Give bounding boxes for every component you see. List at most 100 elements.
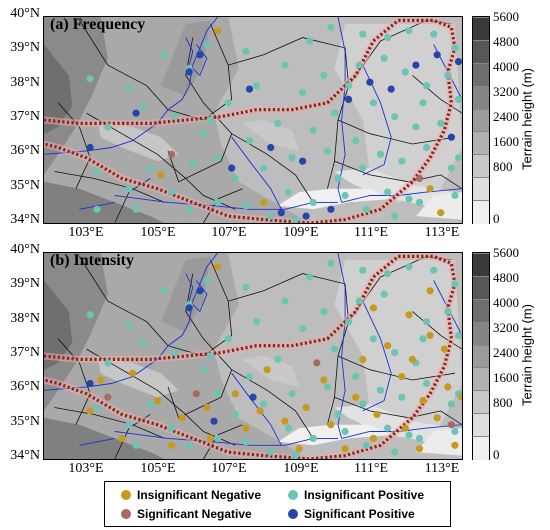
terrain-layer bbox=[44, 253, 108, 411]
legend-dot bbox=[288, 490, 298, 500]
terrain-layer bbox=[334, 404, 455, 446]
station-insignificant-positive bbox=[86, 311, 94, 319]
station-insignificant-negative bbox=[206, 434, 215, 442]
station-insignificant-positive bbox=[391, 113, 399, 121]
station-insignificant-positive bbox=[306, 37, 314, 45]
terrain-layer bbox=[44, 280, 73, 370]
station-insignificant-positive bbox=[171, 113, 179, 121]
station-insignificant-positive bbox=[93, 403, 101, 412]
station-insignificant-positive bbox=[189, 161, 197, 169]
station-insignificant-negative bbox=[451, 441, 459, 449]
station-insignificant-positive bbox=[341, 427, 349, 436]
station-insignificant-positive bbox=[451, 280, 459, 288]
province-border bbox=[79, 256, 233, 357]
station-insignificant-positive bbox=[167, 188, 176, 196]
station-insignificant-negative bbox=[129, 369, 137, 377]
station-insignificant-positive bbox=[384, 34, 392, 42]
colorbar-segment bbox=[473, 436, 489, 460]
station-insignificant-negative bbox=[214, 263, 222, 271]
station-insignificant-positive bbox=[306, 273, 314, 281]
station-insignificant-positive bbox=[384, 424, 392, 432]
x-tick-label: 113°E bbox=[424, 225, 460, 240]
station-insignificant-negative bbox=[231, 390, 239, 398]
station-insignificant-positive bbox=[171, 349, 179, 357]
station-insignificant-positive bbox=[320, 307, 328, 315]
station-insignificant-negative bbox=[341, 445, 349, 453]
station-insignificant-negative bbox=[97, 376, 105, 384]
station-insignificant-negative bbox=[153, 397, 161, 405]
legend-dot bbox=[121, 509, 131, 519]
station-insignificant-negative bbox=[86, 407, 94, 415]
station-insignificant-positive bbox=[245, 373, 254, 381]
station-insignificant-positive bbox=[398, 157, 406, 165]
station-significant-positive bbox=[210, 417, 218, 425]
colorbar-segment bbox=[473, 367, 489, 392]
station-insignificant-positive bbox=[203, 40, 211, 49]
station-insignificant-positive bbox=[260, 164, 268, 172]
colorbar-segment bbox=[473, 39, 489, 64]
station-insignificant-negative bbox=[426, 331, 434, 339]
station-insignificant-positive bbox=[376, 386, 385, 394]
station-insignificant-negative bbox=[440, 345, 448, 353]
station-insignificant-negative bbox=[405, 311, 413, 319]
frequency-panel: 40°N 39°N 38°N 37°N 36°N 35°N 34°N (a) F… bbox=[0, 0, 550, 250]
station-insignificant-positive bbox=[93, 205, 101, 213]
terrain-layer bbox=[160, 256, 211, 332]
station-insignificant-positive bbox=[309, 126, 317, 134]
station-insignificant-positive bbox=[125, 185, 133, 193]
station-insignificant-positive bbox=[380, 290, 388, 298]
province-border bbox=[86, 112, 236, 210]
y-tick-label: 39°N bbox=[10, 276, 40, 291]
y-tick-label: 39°N bbox=[10, 40, 40, 55]
province-border bbox=[54, 407, 165, 439]
terrain-layer bbox=[44, 17, 108, 175]
province-border bbox=[54, 171, 165, 203]
colorbar bbox=[472, 16, 490, 224]
legend: Insignificant Negative Insignificant Pos… bbox=[104, 481, 451, 527]
station-insignificant-positive bbox=[199, 130, 207, 138]
station-insignificant-positive bbox=[384, 188, 392, 196]
station-insignificant-positive bbox=[281, 297, 289, 305]
station-insignificant-positive bbox=[352, 373, 360, 381]
station-insignificant-positive bbox=[206, 352, 215, 360]
station-insignificant-positive bbox=[160, 51, 168, 59]
station-insignificant-negative bbox=[369, 434, 377, 442]
station-insignificant-negative bbox=[320, 376, 328, 384]
station-insignificant-positive bbox=[146, 164, 154, 172]
station-insignificant-positive bbox=[323, 383, 331, 391]
colorbar-label: Terrain height (m) bbox=[519, 68, 535, 170]
station-insignificant-positive bbox=[415, 434, 424, 442]
y-tick-label: 34°N bbox=[10, 212, 40, 227]
station-insignificant-positive bbox=[139, 102, 147, 110]
legend-label: Insignificant Positive bbox=[304, 488, 425, 502]
station-insignificant-negative bbox=[256, 407, 264, 415]
station-insignificant-negative bbox=[118, 434, 126, 442]
colorbar-segment bbox=[473, 108, 489, 133]
province-border bbox=[228, 37, 350, 189]
colorbar-tick: 0 bbox=[493, 447, 500, 462]
legend-label: Significant Negative bbox=[137, 507, 252, 521]
station-insignificant-positive bbox=[430, 266, 438, 274]
panel-title: (a) Frequency bbox=[50, 16, 146, 33]
station-insignificant-positive bbox=[242, 283, 250, 291]
terrain-layer bbox=[97, 356, 179, 398]
station-insignificant-positive bbox=[341, 191, 349, 200]
station-insignificant-positive bbox=[451, 44, 459, 52]
station-insignificant-negative bbox=[426, 185, 434, 193]
x-tick-label: 109°E bbox=[283, 461, 319, 476]
terrain-layer bbox=[97, 120, 179, 162]
river bbox=[337, 253, 346, 439]
colorbar-segment bbox=[473, 85, 489, 110]
station-insignificant-positive bbox=[274, 355, 282, 363]
station-insignificant-positive bbox=[423, 143, 431, 152]
province-border bbox=[412, 75, 462, 114]
colorbar-tick: 4800 bbox=[493, 270, 519, 285]
station-insignificant-positive bbox=[412, 123, 420, 131]
station-insignificant-negative bbox=[408, 355, 416, 363]
terrain-layer bbox=[44, 417, 165, 459]
station-insignificant-positive bbox=[284, 424, 292, 432]
station-insignificant-positive bbox=[419, 99, 427, 107]
station-significant-positive bbox=[454, 58, 462, 66]
station-insignificant-negative bbox=[157, 171, 165, 179]
station-insignificant-positive bbox=[391, 212, 399, 220]
